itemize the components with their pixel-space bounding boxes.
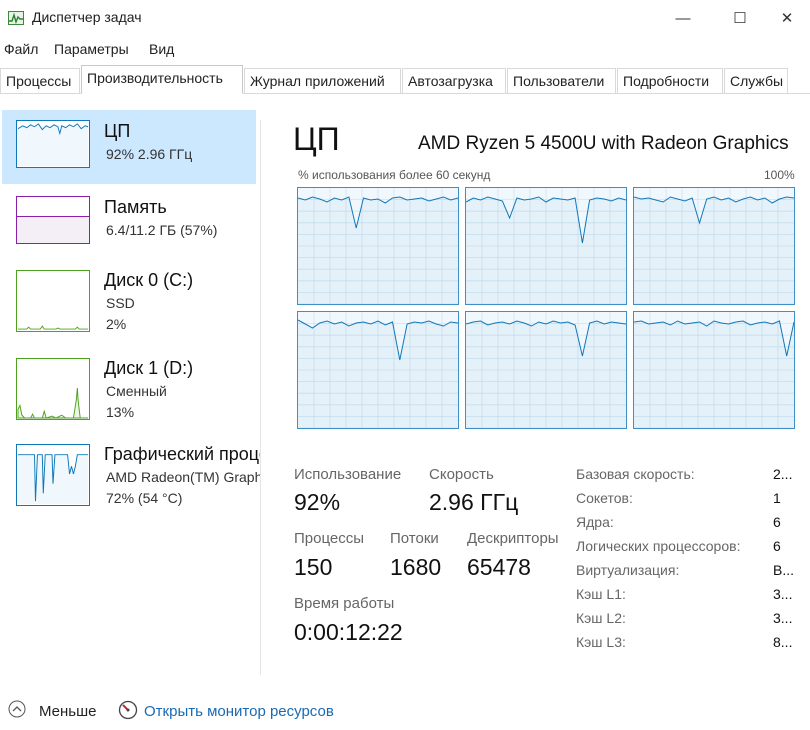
handles-label: Дескрипторы [467, 530, 559, 547]
spec-value: 3... [773, 610, 793, 626]
minimize-icon: — [675, 9, 691, 27]
core-graph [633, 311, 795, 429]
menu-file[interactable]: Файл [4, 41, 39, 57]
maximize-icon: ☐ [733, 10, 747, 27]
chevron-up-icon[interactable] [8, 700, 26, 718]
sidebar-item-title: Диск 0 (C:) [104, 270, 194, 290]
uptime-label: Время работы [294, 595, 395, 612]
sidebar-item-type: SSD [106, 295, 135, 311]
spec-label: Кэш L1: [576, 586, 626, 602]
threads-label: Потоки [390, 530, 439, 547]
sidebar-item-disk-0[interactable]: Диск 0 (C:) SSD 2% [2, 262, 256, 342]
graph-caption: % использования более 60 секунд [298, 168, 491, 182]
memory-graph-icon [16, 196, 90, 244]
spec-label: Базовая скорость: [576, 466, 695, 482]
page-title: ЦП [293, 121, 340, 157]
sidebar-item-disk-1[interactable]: Диск 1 (D:) Сменный 13% [2, 350, 256, 430]
spec-value: 6 [773, 514, 781, 530]
sidebar-item-detail: 2% [106, 316, 127, 332]
menu-options[interactable]: Параметры [54, 41, 129, 57]
task-manager-icon [8, 11, 24, 25]
spec-value: 1 [773, 490, 781, 506]
memory-usage-fill [17, 215, 89, 243]
spec-value: 2... [773, 466, 793, 482]
spec-label: Виртуализация: [576, 562, 680, 578]
menu-view[interactable]: Вид [149, 41, 175, 57]
processes-value: 150 [294, 554, 333, 580]
disk-graph-icon [16, 270, 90, 332]
sidebar-item-gpu[interactable]: Графический процессор 0 AMD Radeon(TM) G… [2, 436, 260, 516]
tab-processes[interactable]: Процессы [0, 68, 80, 93]
speed-label: Скорость [429, 466, 494, 483]
spec-value: В... [773, 562, 795, 578]
spec-value: 3... [773, 586, 793, 602]
sidebar-item-type: Сменный [106, 383, 167, 399]
spec-label: Кэш L2: [576, 610, 626, 626]
sidebar-divider [260, 120, 261, 675]
usage-value: 92% [294, 489, 341, 515]
spec-label: Логических процессоров: [576, 538, 741, 554]
maximize-button[interactable]: ☐ [717, 0, 763, 36]
sidebar-item-title: Графический процессор 0 [104, 444, 260, 464]
sidebar-item-detail: 13% [106, 404, 135, 420]
fewer-details-button[interactable]: Меньше [39, 703, 97, 720]
spec-value: 6 [773, 538, 781, 554]
spec-value: 8... [773, 634, 793, 650]
tab-app-history[interactable]: Журнал приложений [244, 68, 401, 93]
spec-label: Кэш L3: [576, 634, 626, 650]
gpu-graph-icon [16, 444, 90, 506]
close-button[interactable]: ✕ [764, 0, 810, 36]
handles-value: 65478 [467, 554, 531, 580]
sidebar-item-cpu[interactable]: ЦП 92% 2.96 ГГц [2, 110, 256, 184]
minimize-button[interactable]: — [660, 0, 706, 36]
cpu-graph-icon [16, 120, 90, 168]
resource-monitor-icon [118, 700, 138, 720]
sidebar-item-detail: 92% 2.96 ГГц [106, 146, 193, 162]
sidebar-item-memory[interactable]: Память 6.4/11.2 ГБ (57%) [2, 186, 256, 260]
close-icon: ✕ [780, 10, 794, 27]
sidebar-item-title: ЦП [104, 121, 131, 141]
spec-label: Сокетов: [576, 490, 633, 506]
core-graph [633, 187, 795, 305]
tab-services[interactable]: Службы [724, 68, 788, 93]
tab-performance[interactable]: Производительность [81, 65, 243, 94]
threads-value: 1680 [390, 554, 442, 580]
tab-bar [0, 66, 810, 94]
core-graph [297, 187, 459, 305]
sidebar-item-model: AMD Radeon(TM) Graphics [106, 469, 260, 485]
processes-label: Процессы [294, 530, 365, 547]
uptime-value: 0:00:12:22 [294, 619, 403, 645]
tab-details[interactable]: Подробности [617, 68, 723, 93]
tab-startup[interactable]: Автозагрузка [402, 68, 506, 93]
open-resource-monitor-link[interactable]: Открыть монитор ресурсов [144, 703, 334, 720]
disk-graph-icon [16, 358, 90, 420]
core-graph [297, 311, 459, 429]
speed-value: 2.96 ГГц [429, 489, 519, 515]
cpu-model-name: AMD Ryzen 5 4500U with Radeon Graphics [418, 133, 789, 154]
core-graph [465, 187, 627, 305]
sidebar-item-detail: 6.4/11.2 ГБ (57%) [106, 222, 218, 238]
window-title: Диспетчер задач [32, 9, 142, 25]
usage-label: Использование [294, 466, 402, 483]
sidebar-item-title: Диск 1 (D:) [104, 358, 194, 378]
spec-label: Ядра: [576, 514, 614, 530]
sidebar-item-title: Память [104, 197, 167, 217]
graph-max-label: 100% [764, 168, 795, 182]
sidebar-item-detail: 72% (54 °C) [106, 490, 183, 506]
tab-users[interactable]: Пользователи [507, 68, 616, 93]
core-graph [465, 311, 627, 429]
